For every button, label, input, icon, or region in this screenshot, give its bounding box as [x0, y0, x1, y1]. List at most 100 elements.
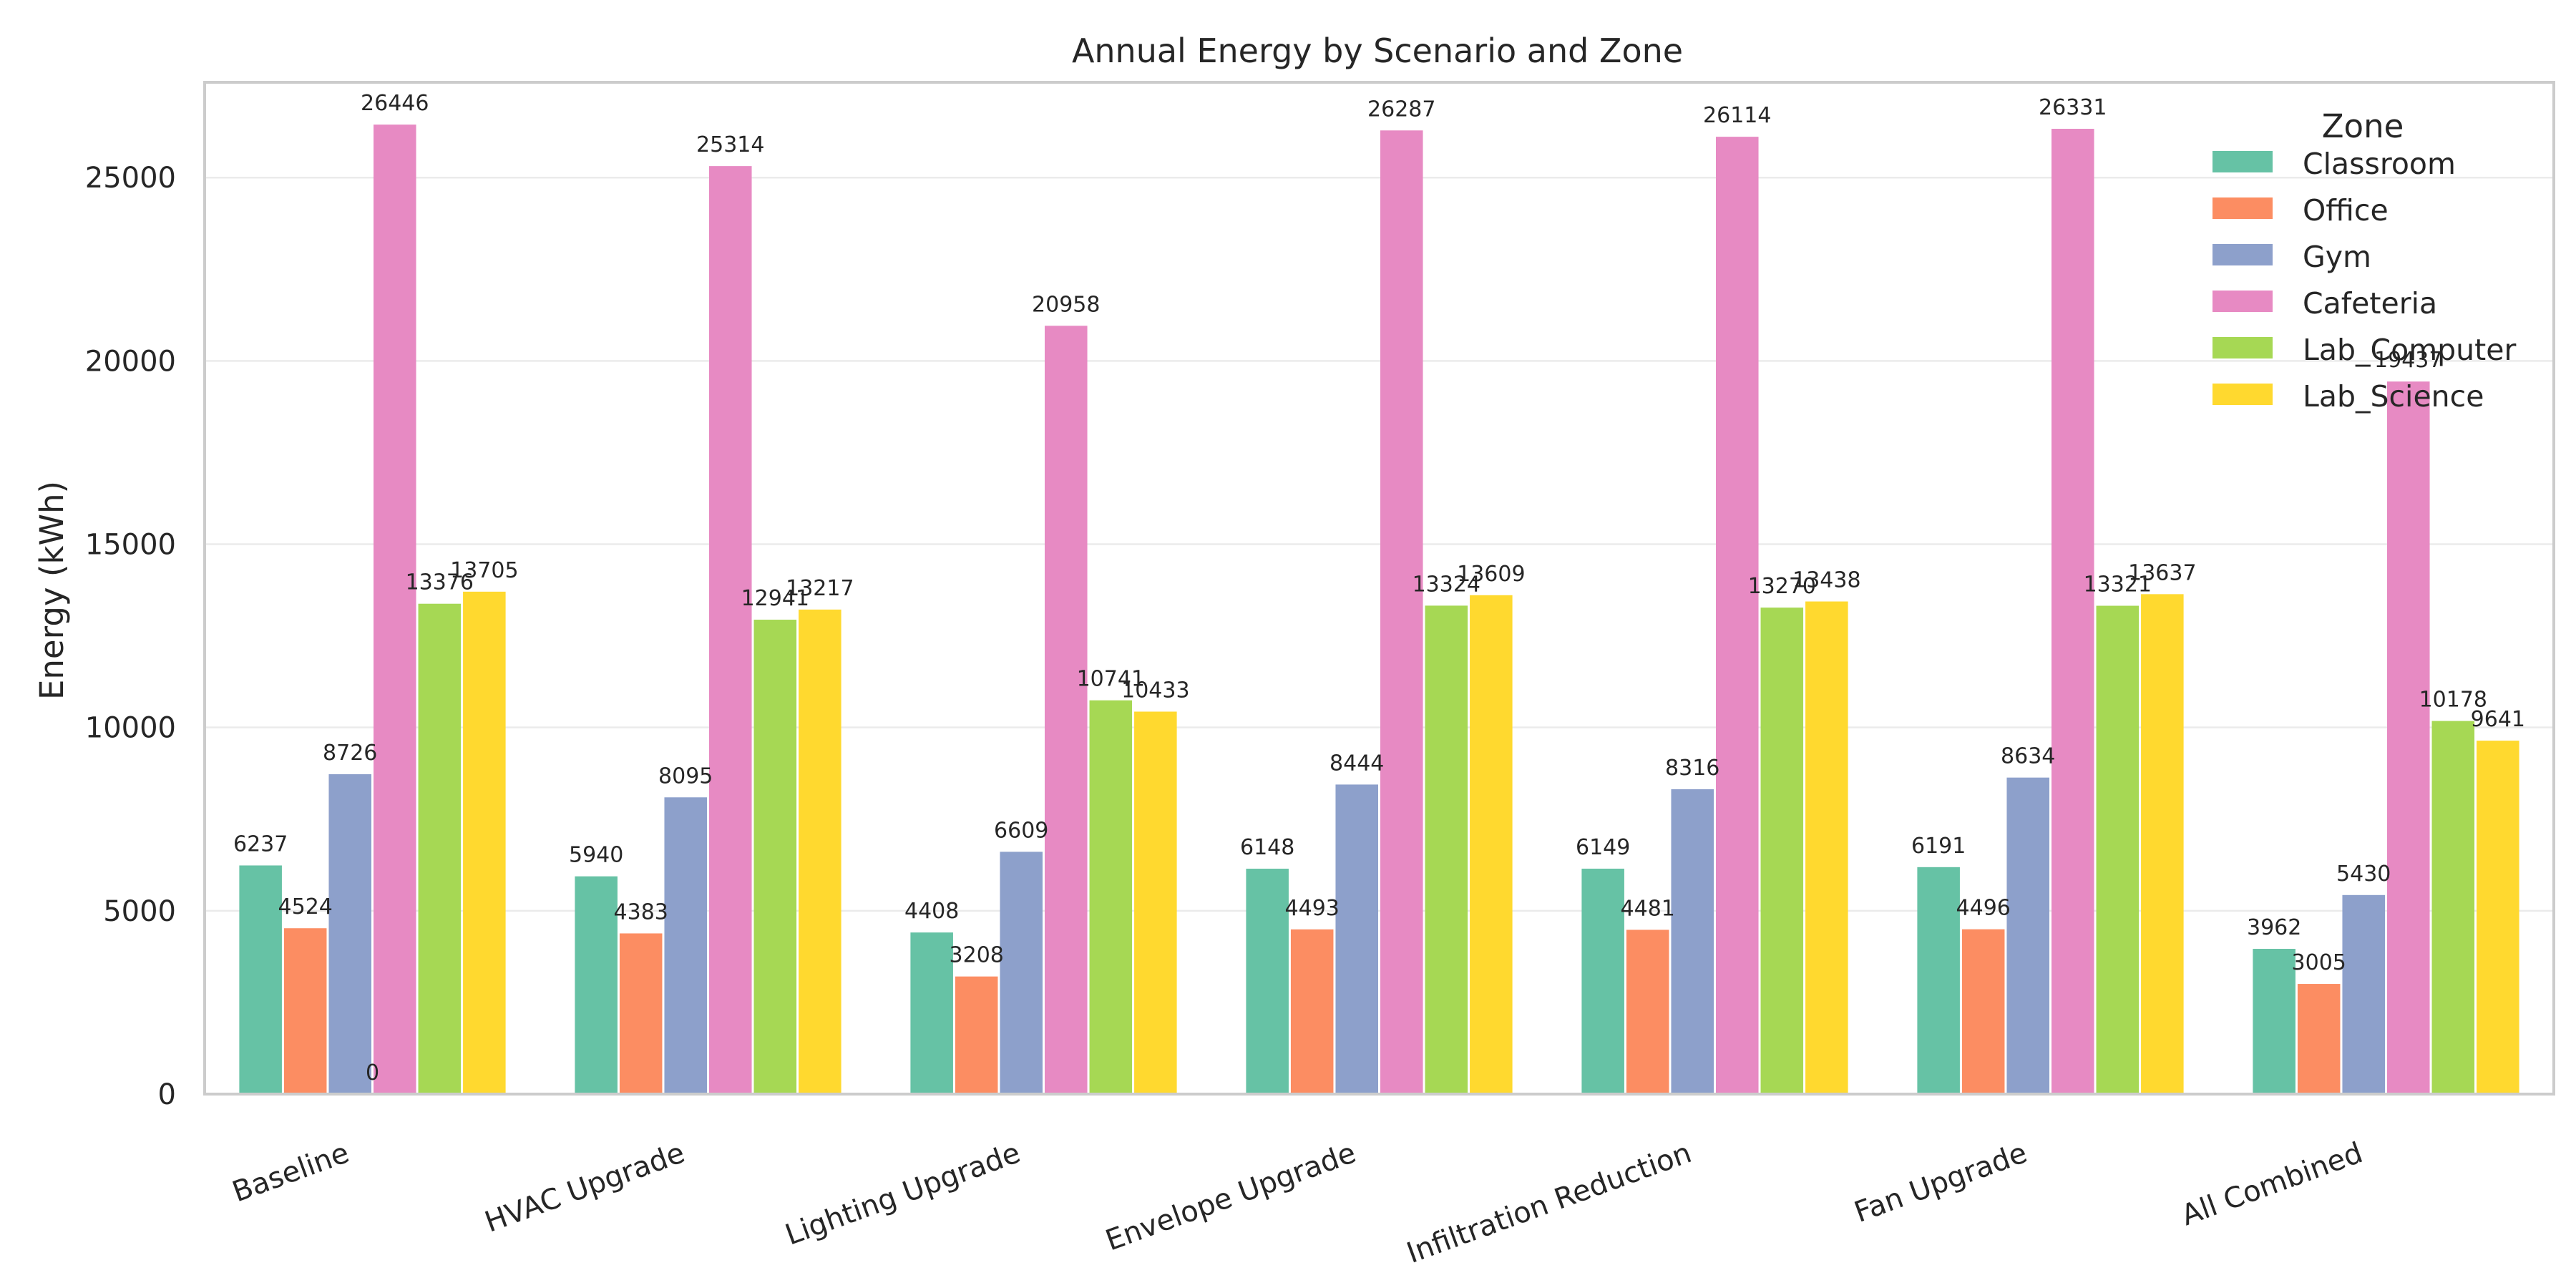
bar-value-label: 8444 [1330, 751, 1384, 776]
x-tick-label: Baseline [228, 1136, 353, 1209]
bar-gym [328, 774, 371, 1094]
bar-gym [1335, 784, 1378, 1094]
bar-value-label: 8634 [2001, 744, 2055, 769]
legend-label: Lab_Computer [2303, 333, 2516, 367]
bar-value-label: 6149 [1576, 835, 1630, 860]
bar-value-label: 0 [366, 1060, 379, 1085]
y-tick-label: 5000 [103, 895, 176, 928]
legend-title: Zone [2322, 107, 2404, 145]
bar-gym [2006, 777, 2049, 1094]
bar-value-label: 13637 [2128, 560, 2196, 585]
bar-cafeteria [2051, 129, 2094, 1094]
legend-label: Cafeteria [2303, 286, 2437, 321]
plot-border [203, 81, 2555, 1096]
bar-value-label: 25314 [696, 132, 764, 157]
bars [239, 125, 2519, 1095]
bar-value-label: 13609 [1457, 562, 1525, 587]
bar-lab-computer [2096, 605, 2140, 1094]
bar-value-label: 12941 [741, 586, 809, 611]
bar-cafeteria [1380, 130, 1423, 1095]
bar-office [283, 928, 327, 1094]
bar-cafeteria [2387, 381, 2430, 1094]
bar-office [1626, 930, 1669, 1094]
legend-swatch [2212, 244, 2273, 265]
y-tick-label: 20000 [85, 345, 176, 378]
bar-office [955, 976, 998, 1094]
bar-lab-science [1470, 595, 1513, 1094]
bar-value-label: 6237 [233, 831, 288, 857]
legend-label: Classroom [2303, 147, 2456, 181]
bar-office [619, 933, 663, 1094]
bar-classroom [2253, 949, 2296, 1094]
bar-value-label: 5430 [2336, 862, 2391, 887]
bar-value-label: 20958 [1032, 292, 1100, 317]
bar-lab-computer [1760, 608, 1804, 1094]
bar-value-label: 6148 [1240, 835, 1294, 860]
bar-value-label: 13321 [2084, 572, 2152, 597]
y-axis-ticks: 0 5000 10000 15000 20000 25000 [85, 162, 176, 1111]
legend-swatch [2212, 197, 2273, 219]
bar-value-label: 4481 [1621, 896, 1675, 921]
bar-value-label: 6609 [994, 818, 1048, 843]
bar-value-label: 26331 [2039, 95, 2107, 120]
bar-value-label: 8726 [323, 741, 377, 766]
legend-label: Gym [2303, 240, 2371, 274]
bar-cafeteria [1045, 326, 1088, 1094]
bar-gym [1671, 789, 1714, 1094]
bar-lab-science [1805, 601, 1848, 1094]
chart-title: Annual Energy by Scenario and Zone [1072, 31, 1683, 70]
bar-value-label: 13705 [450, 558, 518, 583]
legend-swatch [2212, 151, 2273, 172]
bar-lab-computer [1425, 605, 1468, 1094]
x-axis-ticks: Baseline HVAC Upgrade Lighting Upgrade Enve… [228, 1136, 2367, 1270]
bar-value-label: 4408 [904, 899, 959, 924]
legend-swatch [2212, 291, 2273, 312]
bar-value-label: 9641 [2471, 707, 2525, 732]
bar-lab-computer [2431, 721, 2475, 1094]
bar-value-label: 13217 [786, 576, 854, 601]
bar-gym [1000, 852, 1043, 1094]
y-tick-label: 25000 [85, 162, 176, 195]
bar-classroom [1581, 868, 1624, 1094]
bar-value-label: 8316 [1665, 756, 1719, 781]
x-tick-label: Lighting Upgrade [781, 1136, 1025, 1252]
bar-value-label: 13438 [1792, 568, 1860, 593]
bar-office [1290, 929, 1334, 1094]
bar-gym [664, 797, 707, 1094]
x-tick-label: All Combined [2177, 1136, 2367, 1232]
bar-value-label: 19437 [2374, 348, 2442, 373]
bar-lab-science [2477, 741, 2519, 1094]
bar-value-label: 13376 [406, 570, 474, 595]
bar-office [1961, 929, 2005, 1094]
bar-lab-computer [753, 620, 797, 1094]
bar-office [2297, 984, 2341, 1094]
bar-lab-computer [418, 603, 462, 1094]
bar-cafeteria [709, 166, 752, 1094]
y-tick-label: 10000 [85, 712, 176, 745]
bar-value-label: 6191 [1911, 834, 1966, 859]
plot-frame [203, 81, 2555, 1096]
bar-value-label: 26114 [1703, 103, 1771, 128]
legend-label: Lab_Science [2303, 379, 2484, 414]
legend-swatch [2212, 337, 2273, 358]
bar-classroom [239, 865, 282, 1094]
bar-value-label: 8095 [658, 763, 713, 789]
bar-value-label: 4383 [614, 899, 668, 924]
bar-value-label: 10741 [1077, 667, 1145, 692]
legend: Zone Classroom Office Gym Cafeteria Lab_Comp… [2212, 107, 2516, 414]
bar-value-label: 4496 [1956, 896, 2011, 921]
bar-classroom [1917, 867, 1960, 1094]
bar-cafeteria [1716, 137, 1759, 1094]
bar-value-label: 3005 [2292, 950, 2346, 975]
bar-classroom [575, 876, 618, 1094]
x-tick-label: Fan Upgrade [1850, 1136, 2031, 1229]
bar-gym [2342, 894, 2385, 1094]
bar-value-label: 5940 [569, 843, 623, 868]
bar-lab-science [799, 609, 841, 1094]
y-axis-title: Energy (kWh) [33, 481, 71, 700]
bar-value-label: 26287 [1367, 97, 1435, 122]
legend-swatch [2212, 384, 2273, 405]
